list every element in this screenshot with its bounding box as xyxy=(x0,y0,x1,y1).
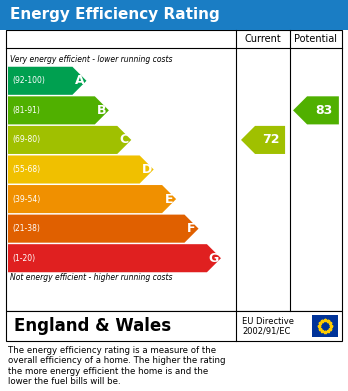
Text: E: E xyxy=(165,193,173,206)
Polygon shape xyxy=(8,215,199,243)
Bar xyxy=(6,30,342,311)
Polygon shape xyxy=(8,185,176,213)
Text: 2002/91/EC: 2002/91/EC xyxy=(242,326,291,335)
Text: 83: 83 xyxy=(315,104,332,117)
Text: A: A xyxy=(74,74,84,87)
Text: Very energy efficient - lower running costs: Very energy efficient - lower running co… xyxy=(10,56,173,65)
Text: Energy Efficiency Rating: Energy Efficiency Rating xyxy=(10,7,220,23)
Text: (55-68): (55-68) xyxy=(12,165,40,174)
Bar xyxy=(6,311,342,341)
Polygon shape xyxy=(241,126,285,154)
Text: D: D xyxy=(142,163,152,176)
Text: (21-38): (21-38) xyxy=(12,224,40,233)
Text: Current: Current xyxy=(245,34,282,44)
Text: G: G xyxy=(209,252,219,265)
Bar xyxy=(312,315,338,337)
Text: Not energy efficient - higher running costs: Not energy efficient - higher running co… xyxy=(10,273,173,283)
Bar xyxy=(0,0,348,30)
Polygon shape xyxy=(8,67,86,95)
Text: Potential: Potential xyxy=(294,34,338,44)
Polygon shape xyxy=(8,244,221,272)
Polygon shape xyxy=(293,96,339,124)
Polygon shape xyxy=(8,156,154,183)
Text: England & Wales: England & Wales xyxy=(14,317,171,335)
Text: B: B xyxy=(97,104,106,117)
Text: (81-91): (81-91) xyxy=(12,106,40,115)
Text: (1-20): (1-20) xyxy=(12,254,35,263)
Text: EU Directive: EU Directive xyxy=(242,316,294,325)
Text: (69-80): (69-80) xyxy=(12,135,40,144)
Text: The energy efficiency rating is a measure of the
overall efficiency of a home. T: The energy efficiency rating is a measur… xyxy=(8,346,226,386)
Text: 72: 72 xyxy=(262,133,279,146)
Text: (92-100): (92-100) xyxy=(12,76,45,85)
Text: (39-54): (39-54) xyxy=(12,195,40,204)
Polygon shape xyxy=(8,126,131,154)
Text: C: C xyxy=(120,133,129,146)
Polygon shape xyxy=(8,96,109,124)
Text: F: F xyxy=(187,222,196,235)
